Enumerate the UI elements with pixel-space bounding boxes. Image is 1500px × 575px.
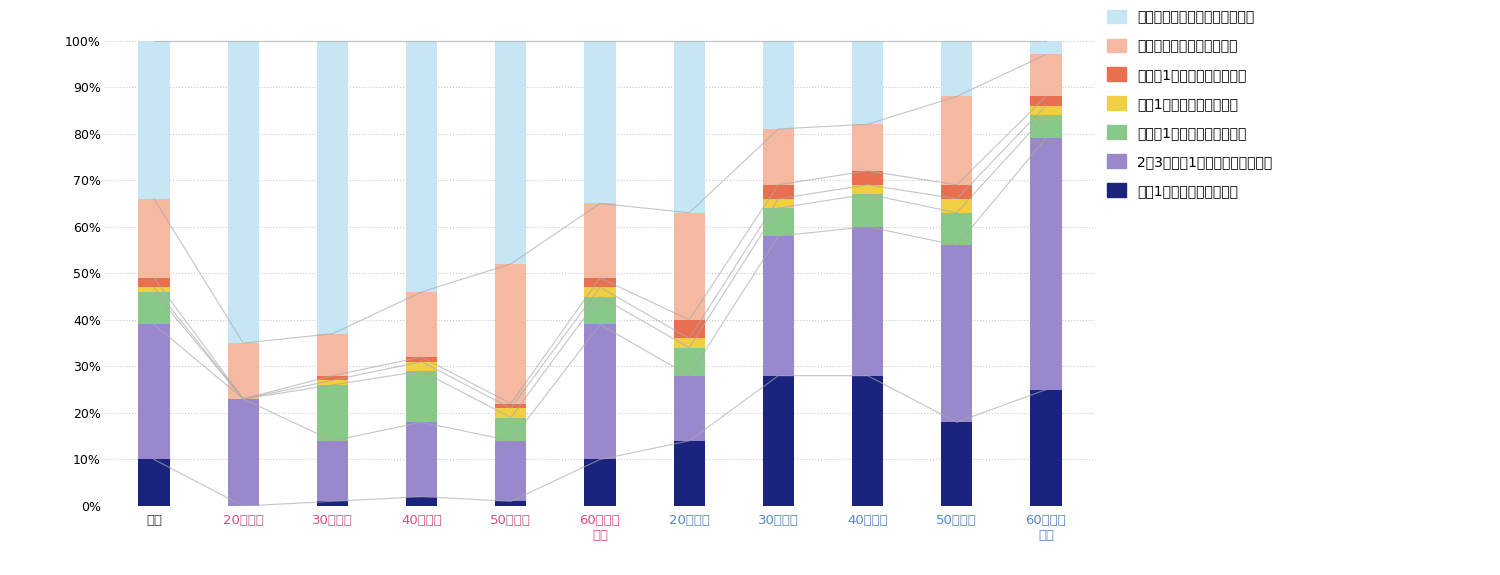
Bar [138,278,170,288]
Bar [940,97,972,185]
Bar [585,204,615,278]
Bar [495,264,526,404]
Bar [764,185,794,199]
Bar [852,124,883,171]
Bar [852,185,883,194]
Bar [852,375,883,506]
Bar [852,227,883,375]
Bar [674,320,705,339]
Bar [138,40,170,199]
Bar [138,459,170,506]
Bar [316,501,348,506]
Bar [406,422,436,497]
Bar [764,375,794,506]
Bar [316,380,348,385]
Bar [495,408,526,417]
Bar [674,348,705,375]
Bar [406,40,436,292]
Bar [316,334,348,375]
Bar [764,236,794,375]
Bar [674,40,705,213]
Bar [764,40,794,129]
Bar [406,497,436,506]
Bar [1030,115,1062,138]
Bar [585,40,615,204]
Bar [1030,55,1062,97]
Bar [940,185,972,199]
Bar [585,278,615,288]
Bar [316,40,348,334]
Bar [1030,97,1062,106]
Bar [495,417,526,441]
Bar [674,441,705,506]
Bar [585,459,615,506]
Bar [674,339,705,348]
Bar [138,324,170,459]
Bar [228,399,260,506]
Bar [585,297,615,324]
Bar [852,194,883,227]
Bar [940,199,972,213]
Bar [228,40,260,343]
Bar [1030,390,1062,506]
Bar [674,213,705,320]
Bar [138,199,170,278]
Bar [495,441,526,501]
Bar [585,288,615,297]
Bar [1030,106,1062,115]
Bar [495,40,526,264]
Bar [940,422,972,506]
Bar [406,357,436,362]
Bar [406,371,436,422]
Bar [495,404,526,408]
Bar [1030,40,1062,55]
Bar [674,375,705,441]
Bar [852,171,883,185]
Bar [764,208,794,236]
Bar [316,441,348,501]
Bar [316,385,348,441]
Bar [764,129,794,185]
Bar [940,213,972,246]
Bar [228,343,260,399]
Bar [940,40,972,97]
Legend: まだ一度も利用したことがない, かつて利用したことがある, 数年に1回程度の利用頻度だ, 年に1回程度利用している, 半年に1回程度利用している, 2～3ヶ月に: まだ一度も利用したことがない, かつて利用したことがある, 数年に1回程度の利用… [1107,10,1272,198]
Bar [940,246,972,422]
Bar [1030,138,1062,390]
Bar [138,288,170,292]
Bar [495,501,526,506]
Bar [406,292,436,357]
Bar [316,375,348,380]
Bar [852,40,883,124]
Bar [406,362,436,371]
Bar [138,292,170,324]
Bar [585,324,615,459]
Bar [764,199,794,208]
